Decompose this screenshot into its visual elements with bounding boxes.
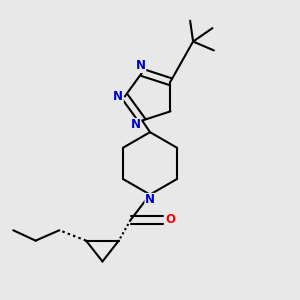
- Text: N: N: [136, 59, 146, 72]
- Text: N: N: [145, 194, 155, 206]
- Text: N: N: [131, 118, 141, 131]
- Text: O: O: [165, 213, 175, 226]
- Text: N: N: [113, 90, 123, 103]
